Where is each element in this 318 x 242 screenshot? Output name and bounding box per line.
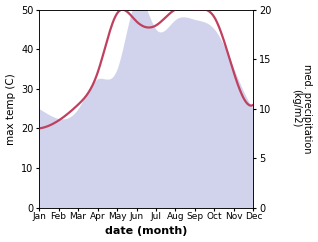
X-axis label: date (month): date (month) (105, 227, 187, 236)
Y-axis label: max temp (C): max temp (C) (5, 73, 16, 144)
Y-axis label: med. precipitation
(kg/m2): med. precipitation (kg/m2) (291, 64, 313, 153)
